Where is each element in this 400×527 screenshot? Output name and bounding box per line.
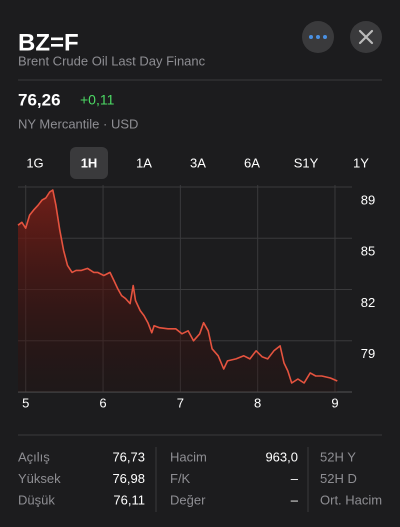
price-line [17, 189, 338, 384]
range-tab[interactable]: 1H [81, 155, 98, 170]
y-tick-label: 79 [361, 346, 375, 361]
stat-label: Yüksek [18, 471, 61, 486]
x-tick-label: 8 [254, 395, 261, 410]
stat-label: 52H D [320, 471, 357, 486]
y-tick-label: 85 [361, 244, 375, 259]
stat-value: 76,73 [112, 449, 145, 464]
range-tab[interactable]: 3A [190, 155, 206, 170]
area [18, 190, 338, 392]
stat-label: Açılış [18, 449, 50, 464]
range-tab[interactable]: S1Y [294, 155, 319, 170]
price: 76,26 [18, 90, 61, 109]
x-tick-label: 5 [22, 395, 29, 410]
range-selected [70, 147, 108, 179]
x-tick-label: 7 [177, 395, 184, 410]
company-name: Brent Crude Oil Last Day Financ [18, 53, 206, 68]
stat-value: – [291, 492, 299, 507]
stat-value: 963,0 [265, 449, 298, 464]
exchange: NY Mercantile · USD [18, 116, 138, 131]
dot [309, 35, 313, 39]
stat-label: Ort. Hacim [320, 492, 382, 507]
stat-label: Hacim [170, 449, 207, 464]
range-tab[interactable]: 1A [136, 155, 152, 170]
stat-label: Değer [170, 492, 206, 507]
x-tick-label: 9 [331, 395, 338, 410]
y-tick-label: 82 [361, 295, 375, 310]
range-tab[interactable]: 1Y [353, 155, 369, 170]
range-tab[interactable]: 6A [244, 155, 260, 170]
dot [316, 35, 320, 39]
stat-value: 76,11 [113, 492, 145, 507]
change: +0,11 [80, 92, 115, 108]
symbol: BZ=F [18, 29, 79, 56]
stat-label: F/K [170, 471, 191, 486]
range-tab[interactable]: 1G [26, 155, 43, 170]
dot [323, 35, 327, 39]
stat-value: – [291, 471, 299, 486]
y-tick-label: 89 [361, 192, 375, 207]
close-icon [358, 29, 374, 45]
stat-label: 52H Y [320, 449, 356, 464]
x-tick-label: 6 [99, 395, 106, 410]
stat-value: 76,98 [112, 471, 145, 486]
stat-label: Düşük [18, 492, 55, 507]
